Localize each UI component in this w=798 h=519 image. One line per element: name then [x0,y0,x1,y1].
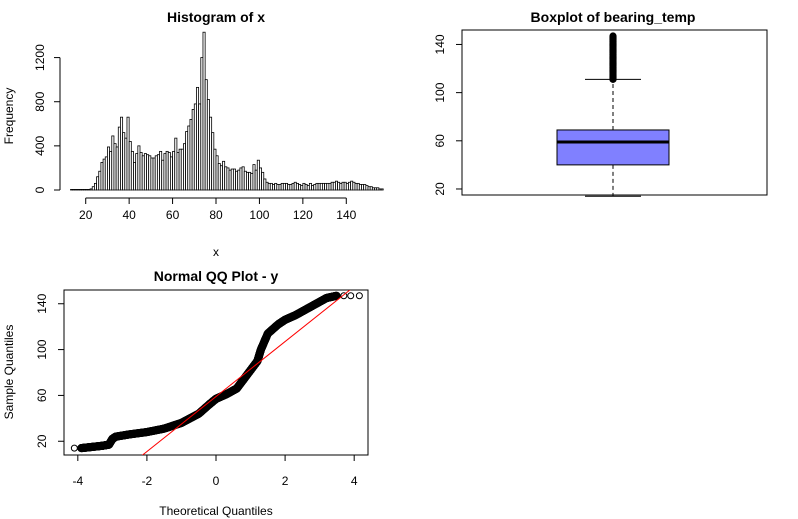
histogram-bars [70,31,384,191]
qq-x-tick-label: 0 [213,474,220,488]
qq-y-tick-label: 60 [35,388,49,402]
boxplot-frame [461,29,768,196]
qq-x-tick-label: 2 [282,474,289,488]
boxplot-y-tick-label: 60 [433,134,447,148]
qq-y-tick-label: 100 [35,339,49,359]
boxplot-y-axis: 20 60 100 140 [433,34,462,196]
histogram-x-tick-label: 120 [293,208,313,222]
histogram-x-tick-label: 20 [79,208,93,222]
qq-points [70,291,363,453]
qq-ylabel: Sample Quantiles [2,325,16,420]
histogram-x-tick-label: 60 [166,208,180,222]
histogram-xlabel: x [213,245,219,259]
qq-point [84,443,92,451]
histogram-ylabel: Frequency [2,88,16,145]
qq-title: Normal QQ Plot - y [154,268,279,284]
qq-point [332,291,341,300]
qq-y-axis: 20 60 100 140 [35,293,64,448]
boxplot-y-tick-label: 100 [433,82,447,102]
histogram-x-axis: 20 40 60 80 100 120 140 [79,197,357,222]
qq-x-tick-label: 4 [351,474,358,488]
boxplot-box [556,129,670,166]
histogram-x-tick-label: 40 [122,208,136,222]
histogram-bar [380,188,384,191]
boxplot-title: Boxplot of bearing_temp [531,9,696,25]
qq-xlabel: Theoretical Quantiles [159,504,272,518]
boxplot-outlier [609,32,617,40]
boxplot-y-tick-label: 140 [433,34,447,54]
histogram-panel: Histogram of x x Frequency 20 40 60 80 100 12… [2,9,384,259]
boxplot-panel: Boxplot of bearing_temp 20 60 100 140 [433,9,768,197]
qq-reference-line-segment [141,290,351,455]
histogram-x-tick-label: 140 [336,208,356,222]
qq-y-tick-label: 20 [35,434,49,448]
boxplot-body [556,32,670,197]
qq-x-tick-label: -2 [142,474,153,488]
qq-point [340,292,348,300]
histogram-x-tick-label: 100 [249,208,269,222]
qq-point [70,444,78,452]
qq-reference-line [141,290,351,455]
qq-x-tick-label: -4 [72,474,83,488]
histogram-y-axis: 0 400 800 1200 [33,44,61,193]
qq-point [81,444,89,452]
histogram-y-tick-label: 800 [33,91,47,111]
qq-point [355,292,363,300]
histogram-y-tick-label: 0 [33,186,47,193]
histogram-y-tick-label: 1200 [33,44,47,71]
boxplot-y-tick-label: 20 [433,182,447,196]
qq-point [347,292,355,300]
histogram-x-tick-label: 80 [209,208,223,222]
histogram-title: Histogram of x [167,9,265,25]
qq-y-tick-label: 140 [35,293,49,313]
qq-frame [63,289,369,456]
histogram-y-tick-label: 400 [33,136,47,156]
qq-panel: Normal QQ Plot - y Theoretical Quantiles… [2,268,369,518]
qq-x-axis: -4 -2 0 2 4 [72,455,358,488]
